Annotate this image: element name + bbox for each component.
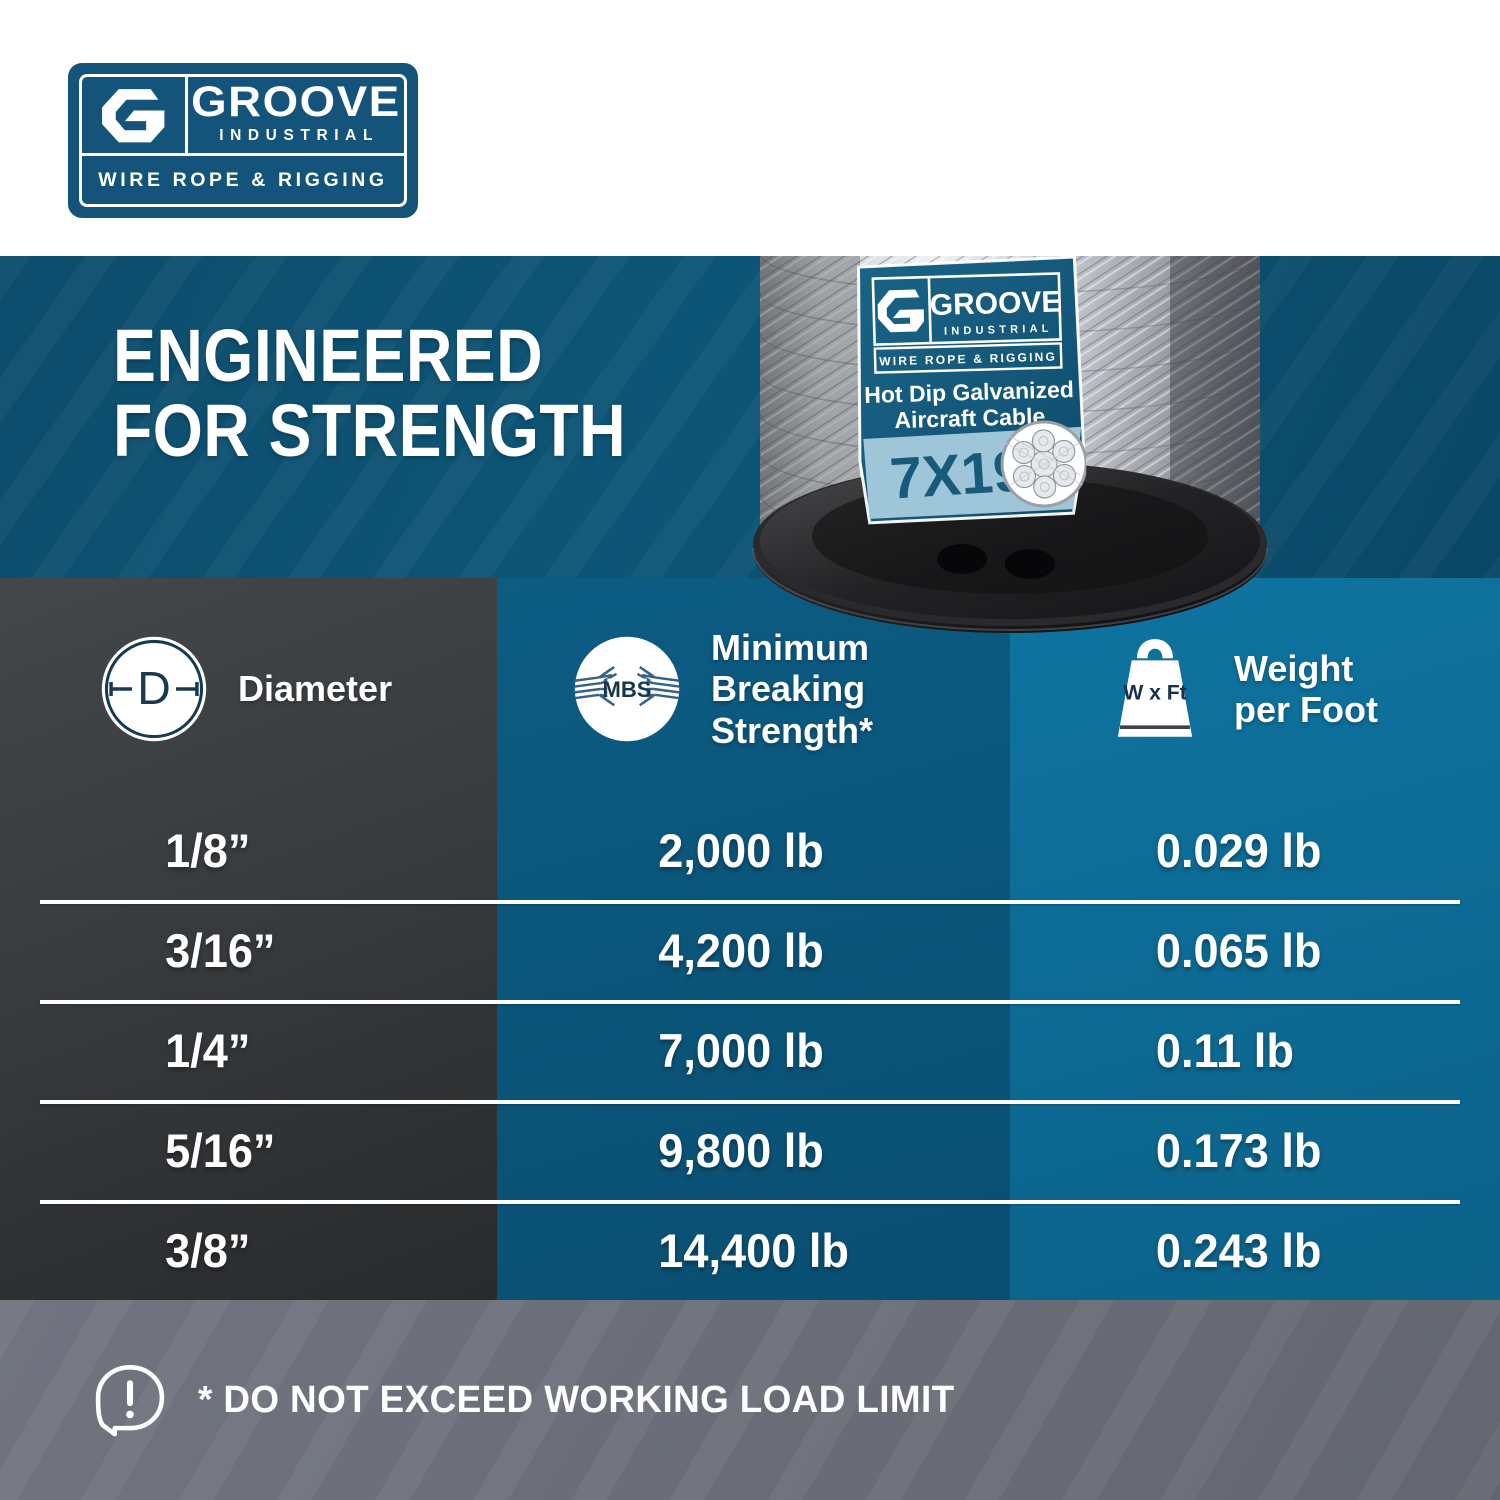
table-row: 3/16” 4,200 lb 0.065 lb (0, 900, 1500, 1000)
table-row: 5/16” 9,800 lb 0.173 lb (0, 1100, 1500, 1200)
cell-diameter: 5/16” (165, 1123, 276, 1177)
product-label: GROOVE INDUSTRIAL WIRE ROPE & RIGGING Ho… (857, 255, 1088, 525)
table-header-row: D Diameter (0, 578, 1500, 800)
column-diameter-bg (0, 578, 497, 1300)
page-title: ENGINEERED FOR STRENGTH (113, 314, 627, 473)
cell-diameter: 3/8” (165, 1223, 251, 1277)
weight-icon: W x Ft (1117, 639, 1193, 737)
table-row: 3/8” 14,400 lb 0.243 lb (0, 1200, 1500, 1300)
label-brand-sub: INDUSTRIAL (944, 323, 1053, 338)
groove-g-mark-icon (82, 77, 189, 153)
cell-mbs: 14,400 lb (658, 1223, 849, 1277)
cell-weight: 0.029 lb (1155, 823, 1322, 877)
row-divider (40, 900, 1460, 904)
table-header-weight: W x Ft Weight per Foot (1010, 578, 1500, 800)
logo-brand-sub: INDUSTRIAL (219, 127, 380, 145)
table-row: 1/8” 2,000 lb 0.029 lb (0, 800, 1500, 900)
row-divider (40, 1100, 1460, 1104)
brand-logo: GROOVE INDUSTRIAL WIRE ROPE & RIGGING (68, 63, 418, 218)
cell-weight: 0.11 lb (1155, 1023, 1294, 1077)
table-row: 1/4” 7,000 lb 0.11 lb (0, 1000, 1500, 1100)
logo-brand-name: GROOVE (191, 77, 401, 126)
table-body: 1/8” 2,000 lb 0.029 lb 3/16” 4,200 lb 0.… (0, 800, 1500, 1300)
logo-tagline: WIRE ROPE & RIGGING (98, 168, 388, 191)
table-header-diameter: D Diameter (0, 578, 497, 800)
column-weight-bg (1010, 578, 1500, 1300)
row-divider (40, 1000, 1460, 1004)
label-line1: Hot Dip Galvanized (864, 376, 1074, 408)
cell-weight: 0.243 lb (1155, 1223, 1322, 1277)
row-divider (40, 1200, 1460, 1204)
alert-bubble-icon (95, 1365, 165, 1437)
label-tagline: WIRE ROPE & RIGGING (879, 350, 1057, 369)
cell-mbs: 2,000 lb (658, 823, 824, 877)
spec-table: D Diameter (0, 578, 1500, 1300)
table-header-diameter-label: Diameter (238, 668, 393, 710)
cell-mbs: 9,800 lb (658, 1123, 824, 1177)
mbs-icon: MBS (573, 636, 681, 742)
footer-disclaimer: * DO NOT EXCEED WORKING LOAD LIMIT (0, 1300, 1500, 1500)
svg-text:D: D (137, 662, 171, 714)
table-header-weight-label: Weight per Foot (1234, 647, 1378, 730)
cell-mbs: 7,000 lb (658, 1023, 824, 1077)
table-header-mbs-label: Minimum Breaking Strength* (711, 626, 873, 751)
cell-diameter: 3/16” (165, 923, 276, 977)
svg-text:MBS: MBS (603, 677, 652, 702)
cell-diameter: 1/4” (165, 1023, 251, 1077)
header-band: GROOVE INDUSTRIAL WIRE ROPE & RIGGING (0, 0, 1500, 256)
cell-weight: 0.065 lb (1155, 923, 1322, 977)
table-header-mbs: MBS Minimum Breaking Strength* (497, 578, 1010, 800)
cell-mbs: 4,200 lb (658, 923, 824, 977)
label-brand-name: GROOVE (929, 285, 1062, 322)
diameter-icon: D (101, 636, 207, 742)
svg-text:W x Ft: W x Ft (1123, 682, 1187, 705)
footer-disclaimer-text: * DO NOT EXCEED WORKING LOAD LIMIT (198, 1378, 955, 1421)
cell-weight: 0.173 lb (1155, 1123, 1322, 1177)
cell-diameter: 1/8” (165, 823, 251, 877)
